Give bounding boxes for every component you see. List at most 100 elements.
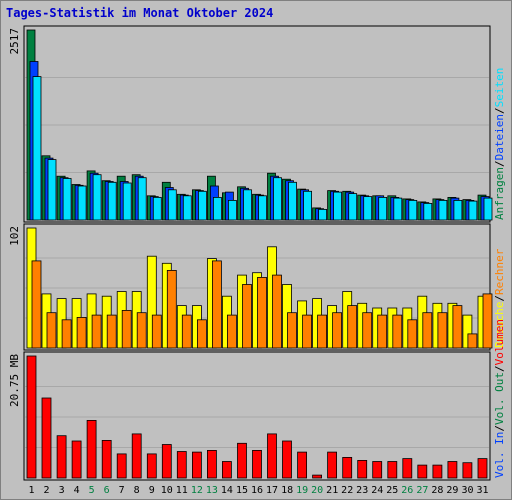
bar-volumen-day-14 <box>221 461 232 479</box>
bar-seiten-day-16 <box>258 195 267 221</box>
bar-rechner-day-26 <box>407 319 418 349</box>
bar-volumen-day-10 <box>161 444 172 479</box>
x-tick-label-day-26: 26 <box>401 485 413 496</box>
bar-volumen-day-18 <box>282 440 292 479</box>
bar-volumen-day-22 <box>342 456 353 479</box>
bar-volumen-day-16 <box>252 449 262 479</box>
bar-rechner-day-1 <box>31 260 42 349</box>
bar-volumen-day-8 <box>131 433 142 479</box>
bar-volumen-day-20 <box>312 474 323 479</box>
legend-3: Vol. In/Vol. Out/Volumen <box>493 319 506 478</box>
bar-seiten-day-7 <box>122 182 132 221</box>
bar-seiten-day-22 <box>348 193 358 221</box>
bar-rechner-day-14 <box>226 314 237 349</box>
bar-rechner-day-24 <box>377 314 388 349</box>
y-max-label-3: 20.75 MB <box>8 354 21 407</box>
bar-seiten-day-26 <box>408 199 418 221</box>
legend-text-1: Anfragen/Dateien/Seiten <box>493 68 506 220</box>
x-tick-label-day-7: 7 <box>119 485 125 496</box>
plot-area-3 <box>23 351 491 481</box>
bar-seiten-day-10 <box>167 189 177 221</box>
bar-seiten-day-28 <box>438 199 448 221</box>
bar-seiten-day-13 <box>212 196 222 221</box>
x-tick-label-day-6: 6 <box>104 485 110 496</box>
x-tick-label-day-11: 11 <box>176 485 188 496</box>
legend-2: Besuche/Rechner <box>493 248 506 348</box>
bar-rechner-day-22 <box>347 305 358 349</box>
bar-rechner-day-21 <box>332 312 343 349</box>
x-tick-label-day-10: 10 <box>161 485 173 496</box>
bar-volumen-day-26 <box>402 458 413 479</box>
y-max-label-1: 2517 <box>8 28 21 55</box>
bar-seiten-day-8 <box>137 177 147 221</box>
legend-entry-vol-out: Vol. Out <box>493 372 506 425</box>
bar-seiten-day-17 <box>273 177 282 221</box>
bar-seiten-day-14 <box>227 199 237 221</box>
bar-volumen-day-3 <box>56 435 67 479</box>
x-tick-label-day-21: 21 <box>326 485 338 496</box>
bar-seiten-day-31 <box>483 197 493 221</box>
bar-rechner-day-31 <box>482 293 493 349</box>
bar-rechner-day-27 <box>422 312 433 349</box>
bar-rechner-day-15 <box>242 284 252 349</box>
bar-rechner-day-11 <box>181 314 192 349</box>
bar-volumen-day-27 <box>417 464 428 479</box>
x-tick-label-day-30: 30 <box>461 485 473 496</box>
bar-rechner-day-4 <box>76 316 87 349</box>
bar-volumen-day-11 <box>176 451 187 479</box>
bar-volumen-day-25 <box>387 461 398 479</box>
x-tick-label-day-14: 14 <box>221 485 233 496</box>
bar-rechner-day-17 <box>272 274 282 349</box>
bar-volumen-day-30 <box>462 462 473 479</box>
bar-seiten-day-20 <box>318 208 328 221</box>
legend-entry-seiten: Seiten <box>493 68 506 108</box>
legend-entry-volumen: Volumen <box>493 319 506 365</box>
bar-seiten-day-19 <box>303 190 313 221</box>
x-tick-label-day-4: 4 <box>74 485 80 496</box>
bar-volumen-day-17 <box>267 433 277 479</box>
bar-seiten-day-21 <box>333 191 343 221</box>
bar-besuche-day-9 <box>146 255 157 349</box>
x-tick-label-day-25: 25 <box>386 485 398 496</box>
bar-rechner-day-23 <box>362 312 373 349</box>
x-tick-label-day-16: 16 <box>251 485 263 496</box>
bar-seiten-day-12 <box>197 190 207 221</box>
bar-volumen-day-5 <box>86 419 97 479</box>
legend-1: Anfragen/Dateien/Seiten <box>493 68 506 220</box>
x-tick-label-day-20: 20 <box>311 485 323 496</box>
x-tick-label-day-3: 3 <box>59 485 65 496</box>
bar-rechner-day-20 <box>317 314 328 349</box>
x-tick-label-day-29: 29 <box>446 485 458 496</box>
bar-rechner-day-2 <box>46 312 57 349</box>
y-max-label-2: 102 <box>8 226 21 246</box>
bar-volumen-day-29 <box>447 461 458 479</box>
legend-entry-besuche: Besuche <box>493 302 506 348</box>
legend-entry-dateien: Dateien <box>493 114 506 160</box>
bar-rechner-day-6 <box>106 314 117 349</box>
bar-rechner-day-30 <box>467 333 478 349</box>
legend-separator: / <box>493 295 506 302</box>
chart-title: Tages-Statistik im Monat Oktober 2024 <box>6 6 274 20</box>
bar-seiten-day-27 <box>423 202 433 221</box>
bar-seiten-day-11 <box>182 195 192 221</box>
bar-volumen-day-19 <box>297 451 308 479</box>
x-tick-label-day-12: 12 <box>191 485 203 496</box>
bar-besuche-day-30 <box>462 314 473 349</box>
legend-separator: / <box>493 107 506 114</box>
bar-seiten-day-23 <box>363 196 373 221</box>
legend-entry-vol-in: Vol. In <box>493 432 506 478</box>
plot-area-1 <box>23 25 491 223</box>
bar-seiten-day-15 <box>243 189 252 221</box>
bar-seiten-day-3 <box>62 178 72 221</box>
bar-volumen-day-2 <box>41 397 52 479</box>
bar-volumen-day-9 <box>146 453 157 479</box>
x-tick-label-day-9: 9 <box>149 485 155 496</box>
bar-seiten-day-6 <box>107 181 117 221</box>
bar-rechner-day-16 <box>257 276 267 349</box>
x-tick-label-day-2: 2 <box>43 485 49 496</box>
x-tick-label-day-27: 27 <box>416 485 428 496</box>
bar-rechner-day-13 <box>211 260 222 349</box>
bar-volumen-day-28 <box>432 464 443 479</box>
x-tick-label-day-13: 13 <box>206 485 218 496</box>
